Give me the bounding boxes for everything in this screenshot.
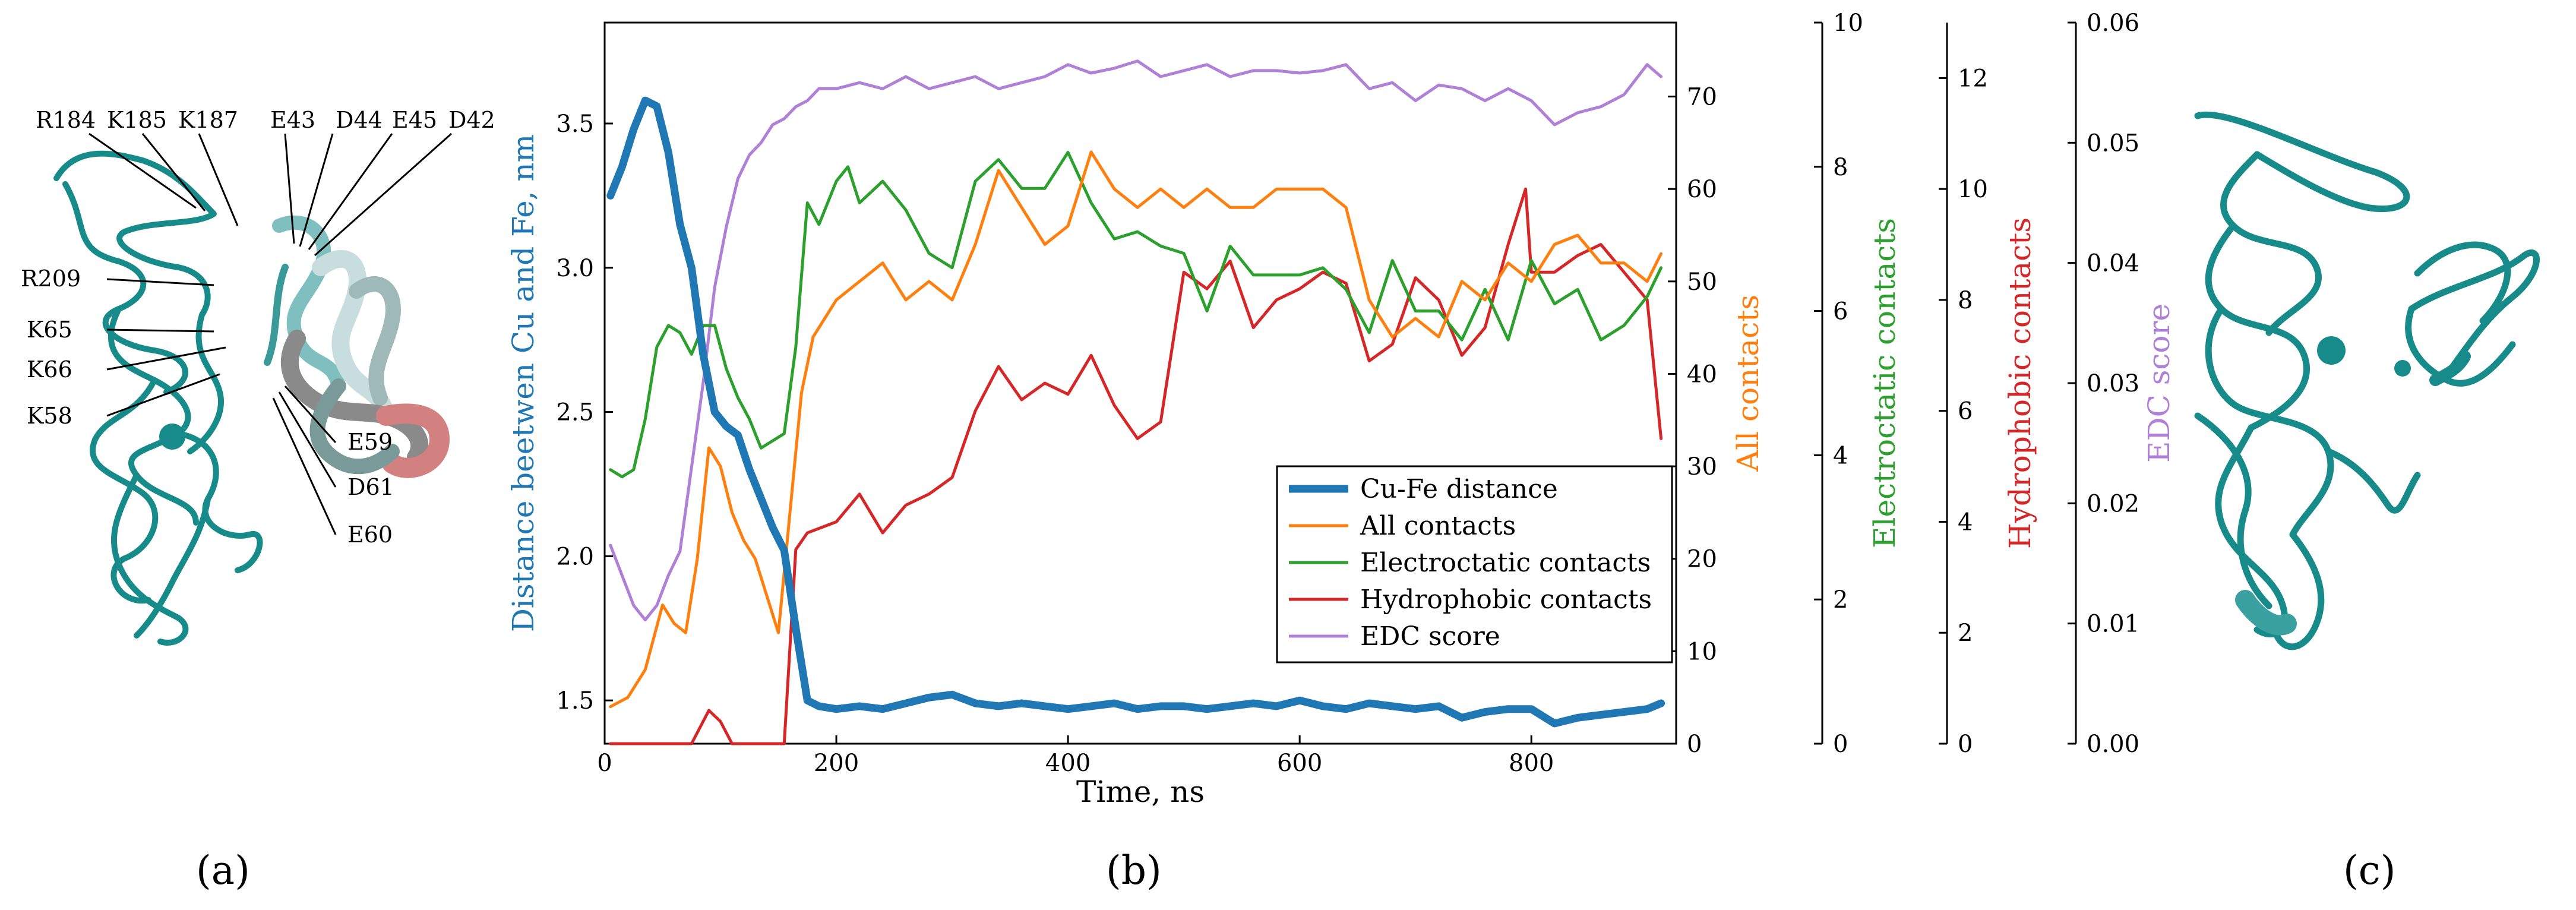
residue-label-k58: K58: [27, 403, 72, 429]
legend-label-cu-fe: Cu-Fe distance: [1360, 474, 1558, 504]
protein-structure-panel-c: (c): [2194, 111, 2540, 893]
complex-ribbon-c: [2194, 111, 2540, 650]
residue-label-k66: K66: [27, 356, 72, 383]
all_contacts-tick-label-7: 70: [1687, 84, 1717, 111]
edc-tick-label-2: 0.02: [2087, 490, 2139, 517]
legend-label-electrostatic: Electroctatic contacts: [1360, 548, 1651, 578]
residue-leader-lines: [88, 132, 452, 535]
residue-label-e60: E60: [347, 522, 393, 548]
time-axis-title: Time, ns: [1076, 775, 1205, 809]
time-axis: 0 200 400 600 800: [597, 735, 1554, 777]
panel-label-a: (a): [196, 848, 250, 893]
series-line-all_contacts: [609, 150, 1663, 709]
legend-label-all-contacts: All contacts: [1360, 511, 1516, 541]
legend-box: [1276, 465, 1673, 663]
electrostatic-tick-label-1: 2: [1833, 586, 1848, 614]
residue-label-e45: E45: [392, 107, 437, 133]
protein-structure-panel-a: R184 K185 K187 E43 D44 E45 D42 R209 K65 …: [21, 107, 495, 893]
all_contacts-tick-label-2: 20: [1687, 546, 1717, 573]
heme-site-c: [2317, 336, 2346, 365]
edc-tick-label-1: 0.01: [2087, 611, 2139, 638]
edc-tick-label-6: 0.06: [2087, 10, 2139, 37]
chart-panel-b: 1.52.02.53.03.5 0 200 400 600 800 0102030405…: [506, 10, 2176, 893]
x-tick-label-1: 200: [814, 750, 859, 777]
distance-axis: 1.5 2.0 2.5 3.0 3.5: [556, 110, 613, 715]
panel-label-b: (b): [1106, 848, 1162, 893]
distance-tick-label-3: 3.0: [556, 255, 594, 282]
distance-axis-title: Distance beetwen Cu and Fe, nm: [506, 134, 541, 632]
hydrophobic-axis-title: Hydrophobic contacts: [2003, 217, 2037, 549]
hydrophobic-tick-label-0: 0: [1958, 731, 1973, 758]
right-axes: 0 10 20 30 40 50 60 70 0 2 4 6 8 10 0 2 4 6 8 10 12 0.00 0.01 0…: [1668, 10, 2139, 758]
series-line-edc: [609, 59, 1663, 622]
all_contacts-tick-label-5: 50: [1687, 268, 1717, 296]
complex-ribbon-right: [264, 215, 450, 478]
residue-label-r209: R209: [21, 266, 81, 292]
panel-label-c: (c): [2343, 848, 2395, 893]
edc-tick-label-5: 0.05: [2087, 129, 2139, 157]
all_contacts-tick-label-3: 30: [1687, 453, 1717, 481]
series-layer: [606, 59, 1665, 745]
residue-label-k187: K187: [178, 107, 238, 133]
electrostatic-tick-label-2: 4: [1833, 442, 1848, 469]
hydrophobic-tick-label-1: 2: [1958, 620, 1973, 647]
heme-site-left: [159, 424, 185, 450]
distance-tick-label-2: 2.5: [556, 399, 594, 426]
series-line-distance: [606, 96, 1665, 728]
electrostatic-tick-label-4: 8: [1833, 154, 1848, 181]
edc-tick-label-0: 0.00: [2087, 731, 2139, 758]
electrostatic-tick-label-3: 6: [1833, 298, 1848, 326]
residue-label-k65: K65: [27, 317, 72, 343]
all_contacts-tick-label-1: 10: [1687, 638, 1717, 665]
hydrophobic-tick-label-5: 10: [1958, 176, 1988, 203]
residue-label-e59: E59: [347, 429, 393, 455]
residue-label-k185: K185: [107, 107, 167, 133]
complex-ribbon-c-thick: [2235, 350, 2471, 636]
electrostatic-axis-title: Electroctatic contacts: [1867, 218, 1902, 548]
distance-tick-label-1: 2.0: [556, 543, 594, 570]
edc-tick-label-4: 0.04: [2087, 250, 2139, 277]
legend-label-edc: EDC score: [1360, 621, 1500, 652]
distance-tick-label-0: 1.5: [556, 687, 594, 715]
residue-labels: R184 K185 K187 E43 D44 E45 D42 R209 K65 …: [21, 107, 495, 548]
hydrophobic-tick-label-2: 4: [1958, 508, 1973, 536]
edc-axis-title: EDC score: [2142, 304, 2176, 463]
all-contacts-axis-title: All contacts: [1731, 295, 1765, 472]
residue-label-r184: R184: [36, 107, 96, 133]
residue-label-e43: E43: [270, 107, 315, 133]
x-tick-label-4: 800: [1509, 750, 1554, 777]
all_contacts-tick-label-6: 60: [1687, 176, 1717, 203]
all_contacts-tick-label-0: 0: [1687, 731, 1702, 758]
series-line-electrostatic: [609, 151, 1663, 479]
x-tick-label-3: 600: [1277, 750, 1322, 777]
complex-ribbon-left: [53, 150, 263, 646]
legend-label-hydrophobic: Hydrophobic contacts: [1360, 584, 1652, 615]
edc-tick-label-3: 0.03: [2087, 370, 2139, 397]
distance-tick-label-4: 3.5: [556, 110, 594, 138]
plot-area-frame: [603, 21, 1677, 745]
residue-label-d44: D44: [336, 107, 383, 133]
hydrophobic-tick-label-3: 6: [1958, 398, 1973, 425]
x-tick-label-2: 400: [1045, 750, 1091, 777]
electrostatic-tick-label-0: 0: [1833, 731, 1848, 758]
x-tick-label-0: 0: [597, 750, 612, 777]
legend: Cu-Fe distance All contacts Electroctati…: [1276, 465, 1673, 663]
electrostatic-tick-label-5: 10: [1833, 10, 1863, 37]
series-line-hydrophobic: [609, 187, 1663, 745]
hydrophobic-tick-label-6: 12: [1958, 65, 1988, 92]
all_contacts-tick-label-4: 40: [1687, 361, 1717, 388]
residue-label-d61: D61: [347, 474, 394, 500]
residue-label-d42: D42: [448, 107, 495, 133]
copper-site-c: [2394, 360, 2411, 377]
hydrophobic-tick-label-4: 8: [1958, 287, 1973, 314]
